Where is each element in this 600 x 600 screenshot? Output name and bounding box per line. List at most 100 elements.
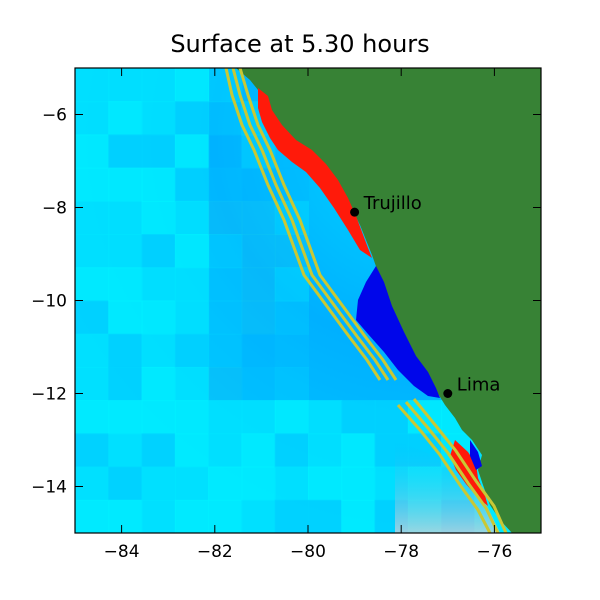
ocean-block: [75, 200, 110, 236]
ocean-block: [174, 134, 210, 169]
ocean-block: [141, 433, 176, 468]
ocean-block: [308, 466, 343, 501]
ocean-block: [208, 433, 243, 468]
ocean-block: [75, 333, 110, 368]
ocean-block: [208, 267, 243, 302]
ocean-block: [341, 433, 376, 468]
ocean-block: [141, 68, 176, 103]
ocean-block: [141, 499, 176, 533]
anomaly-negative: [356, 266, 440, 398]
ocean-block: [75, 400, 110, 435]
ocean-block: [141, 333, 176, 368]
ocean-block: [75, 167, 110, 202]
ocean-block: [108, 300, 143, 335]
ocean-block: [274, 333, 309, 368]
ocean-block: [308, 499, 343, 533]
city-label-trujillo: Trujillo: [363, 193, 422, 214]
ocean-block: [108, 366, 143, 402]
anomaly-negative-south: [470, 440, 482, 470]
ocean-block: [108, 101, 143, 136]
x-tick-label: −78: [383, 542, 419, 562]
ocean-block: [108, 267, 143, 302]
ocean-block: [141, 466, 176, 501]
ocean-block: [174, 499, 210, 533]
ocean-block: [108, 200, 143, 236]
x-tick-label: −84: [104, 542, 140, 562]
ocean-block: [108, 167, 143, 202]
ocean-block: [174, 466, 210, 501]
ocean-block: [174, 68, 210, 103]
ocean-block: [108, 134, 143, 169]
ocean-block: [141, 101, 176, 136]
ocean-block: [75, 499, 110, 533]
ocean-block: [108, 234, 143, 269]
ocean-block: [141, 400, 176, 435]
ocean-block: [108, 68, 143, 103]
ocean-block: [208, 333, 243, 368]
ocean-block: [141, 200, 176, 236]
ocean-block: [208, 400, 243, 435]
x-tick-label: −82: [197, 542, 233, 562]
ocean-block: [208, 466, 243, 501]
ocean-block: [274, 366, 309, 402]
ocean-block: [374, 400, 409, 435]
ocean-block: [308, 400, 343, 435]
ocean-block: [141, 134, 176, 169]
ocean-block: [75, 68, 110, 103]
ocean-block: [75, 234, 110, 269]
ocean-block: [241, 400, 276, 435]
y-tick-label: −14: [31, 478, 67, 498]
ocean-block: [208, 366, 243, 402]
ocean-block: [241, 200, 276, 236]
ocean-block: [174, 300, 210, 335]
x-tick-label: −76: [476, 542, 512, 562]
ocean-block: [141, 366, 176, 402]
ocean-block: [274, 499, 309, 533]
ocean-block: [75, 433, 110, 468]
ocean-block: [174, 267, 210, 302]
ocean-block: [241, 300, 276, 335]
ocean-grey-band: [395, 440, 500, 533]
ocean-block: [241, 499, 276, 533]
ocean-block: [174, 167, 210, 202]
ocean-block: [174, 366, 210, 402]
ocean-block: [75, 101, 110, 136]
ocean-block: [341, 499, 376, 533]
ocean-block: [208, 167, 243, 202]
ocean-block: [174, 234, 210, 269]
ocean-block: [341, 400, 376, 435]
ocean-block: [108, 499, 143, 533]
ocean-block: [141, 167, 176, 202]
ocean-block: [108, 433, 143, 468]
axis-ticks: −84 −82 −80 −78 −76 −6 −8 −10 −12 −14: [31, 68, 541, 562]
ocean-block: [208, 134, 243, 169]
y-tick-label: −10: [31, 292, 67, 312]
ocean-block: [274, 466, 309, 501]
ocean-block: [108, 466, 143, 501]
city-markers: Trujillo Lima: [350, 193, 500, 398]
ocean-block: [174, 101, 210, 136]
y-tick-label: −6: [42, 106, 67, 126]
y-tick-label: −8: [42, 199, 67, 219]
ocean-block: [75, 466, 110, 501]
ocean-block: [274, 433, 309, 468]
ocean-block: [174, 333, 210, 368]
ocean-block: [75, 300, 110, 335]
ocean-block: [241, 234, 276, 269]
ocean-block: [174, 433, 210, 468]
ocean-block: [141, 267, 176, 302]
ocean-block: [174, 200, 210, 236]
ocean-block: [141, 300, 176, 335]
ocean-block: [241, 267, 276, 302]
ocean-block: [241, 466, 276, 501]
ocean-block: [75, 366, 110, 402]
ocean-block: [108, 400, 143, 435]
ocean-block: [141, 234, 176, 269]
ocean-block: [75, 134, 110, 169]
ocean-block: [108, 333, 143, 368]
ocean-block: [208, 499, 243, 533]
ocean-block: [341, 466, 376, 501]
ocean-block: [274, 400, 309, 435]
ocean-block: [75, 267, 110, 302]
